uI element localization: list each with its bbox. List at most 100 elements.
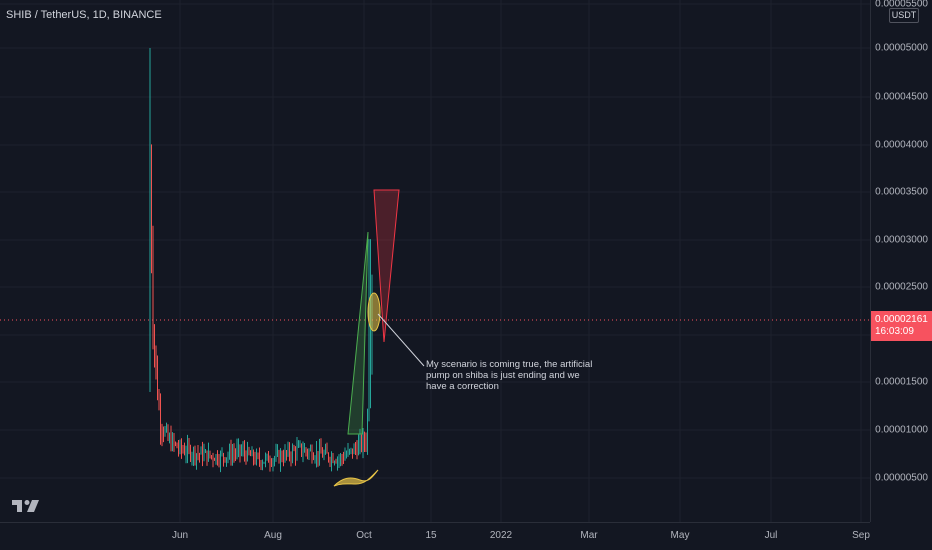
time-tick-label: 2022: [489, 530, 513, 541]
candle-body: [368, 401, 370, 415]
candle-body: [331, 456, 332, 463]
candle-body: [233, 453, 235, 455]
price-tick-label: 0.00005500: [875, 0, 928, 10]
candle-body: [203, 452, 205, 459]
candle-body: [283, 459, 284, 461]
candle-body: [271, 463, 272, 465]
candle-body: [328, 453, 329, 460]
candle-body: [307, 451, 308, 454]
price-tick-label: 0.00002500: [875, 281, 928, 293]
candle-body: [230, 449, 232, 459]
currency-button[interactable]: USDT: [889, 8, 919, 23]
candle-body: [277, 451, 278, 454]
candle-body: [194, 449, 196, 460]
candle-body: [293, 448, 295, 451]
price-tick-label: 0.00001500: [875, 376, 928, 388]
candle-body: [317, 451, 319, 458]
candle-body: [163, 432, 164, 435]
candle-body: [149, 162, 151, 192]
candle-body: [362, 436, 364, 448]
candle-body: [220, 453, 221, 463]
candle-body: [176, 443, 178, 448]
candle-body: [311, 449, 313, 459]
candle-body: [257, 454, 259, 456]
grid: [0, 0, 870, 522]
candle-body: [212, 455, 214, 460]
price-tick-label: 0.00004500: [875, 91, 928, 103]
candle-body: [295, 450, 296, 456]
candle-body: [158, 397, 160, 408]
candle-body: [235, 453, 236, 455]
top-highlight-ellipse: [367, 292, 381, 332]
candle-body: [151, 162, 152, 253]
candle-body: [305, 448, 307, 452]
candle-body: [323, 453, 325, 458]
candle-body: [286, 451, 287, 454]
candle-body: [301, 443, 302, 454]
candle-body: [223, 453, 224, 458]
candle-body: [278, 451, 280, 463]
candle-body: [263, 462, 265, 464]
candle-body: [334, 461, 335, 463]
candle-body: [361, 438, 362, 448]
candle-body: [365, 442, 367, 445]
annotation-note[interactable]: My scenario is coming true, the artifici…: [426, 359, 593, 392]
candle-body: [247, 448, 248, 460]
candle-body: [355, 446, 356, 449]
candle-body: [190, 448, 191, 459]
candle-body: [191, 455, 193, 459]
candle-body: [167, 428, 169, 440]
candle-body: [254, 459, 256, 462]
candle-body: [229, 449, 230, 456]
candle-body: [169, 436, 170, 440]
time-tick-label: Jul: [764, 530, 778, 541]
candle-body: [218, 461, 220, 463]
tradingview-logo: [12, 500, 39, 512]
candle-body: [329, 459, 331, 463]
price-tick-label: 0.00004000: [875, 139, 928, 151]
price-chart[interactable]: [0, 0, 870, 522]
candle-body: [280, 454, 281, 463]
annotation-connector: [377, 313, 425, 367]
candle-body: [308, 450, 310, 454]
candle-body: [242, 449, 244, 452]
candle-body: [184, 450, 185, 454]
candle-body: [205, 450, 206, 453]
candle-body: [350, 448, 352, 450]
candle-body: [170, 436, 172, 449]
candle-body: [260, 461, 262, 466]
candle-body: [200, 449, 202, 455]
symbol-title: SHIB / TetherUS, 1D, BINANCE: [6, 9, 162, 21]
candle-body: [352, 448, 353, 454]
candle-body: [353, 446, 355, 454]
candle-body: [338, 459, 340, 461]
candle-body: [161, 430, 163, 433]
candle-body: [236, 448, 238, 454]
chart-pane[interactable]: SHIB / TetherUS, 1D, BINANCE My scenario…: [0, 0, 870, 522]
candle-body: [319, 447, 320, 458]
candle-body: [253, 451, 254, 460]
candle-body: [227, 455, 229, 458]
time-axis[interactable]: Jun Aug Oct 15 2022 Mar May Jul Sep: [0, 522, 870, 550]
candle-body: [226, 457, 227, 461]
candle-body: [211, 455, 212, 457]
candle-body: [208, 451, 209, 461]
candle-body: [287, 447, 289, 454]
candle-body: [337, 459, 338, 463]
candle-body: [187, 444, 188, 454]
candle-body: [296, 447, 298, 456]
time-tick-label: Jun: [171, 530, 189, 541]
price-axis[interactable]: 0.00005500 USDT 0.00005000 0.00004500 0.…: [870, 0, 932, 522]
candle-body: [217, 454, 218, 462]
candle-body: [349, 449, 350, 451]
candle-body: [214, 459, 215, 461]
candle-body: [179, 443, 181, 450]
candle-body: [356, 448, 358, 455]
candle-body: [266, 454, 268, 457]
candle-body: [284, 451, 286, 460]
pump-triangle-drawing: [347, 231, 369, 435]
candle-body: [175, 443, 176, 445]
candle-body: [238, 445, 239, 449]
candle-body: [265, 456, 266, 463]
time-tick-label: Oct: [356, 530, 372, 541]
